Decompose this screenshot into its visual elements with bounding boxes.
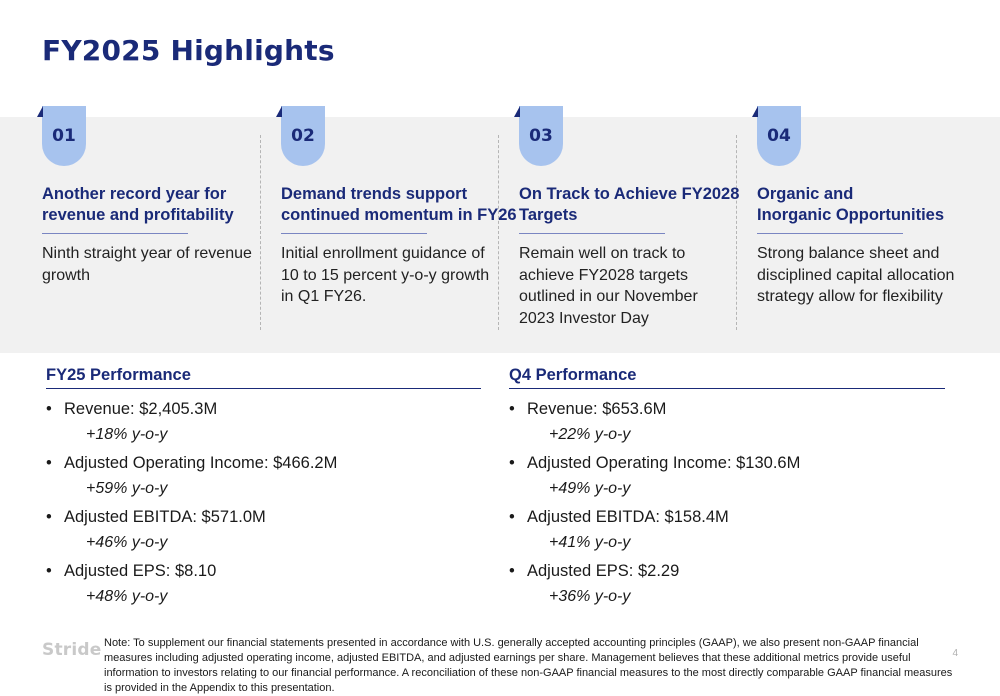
metric-growth: +48% y-o-y: [86, 588, 168, 605]
list-item: Adjusted EPS: $2.29 +36% y-o-y: [509, 561, 945, 607]
metric-value: Adjusted EBITDA: $571.0M: [46, 507, 481, 527]
metric-value: Revenue: $2,405.3M: [46, 399, 481, 419]
footnote: Note: To supplement our financial statem…: [104, 637, 953, 694]
metric-value: Adjusted Operating Income: $130.6M: [509, 453, 945, 473]
fy25-performance: FY25 Performance Revenue: $2,405.3M +18%…: [46, 366, 481, 615]
list-item: Adjusted EPS: $8.10 +48% y-o-y: [46, 561, 481, 607]
metric-value: Adjusted EBITDA: $158.4M: [509, 507, 945, 527]
badge-number: 03: [529, 126, 553, 146]
badge-number: 04: [767, 126, 791, 146]
metric-growth: +36% y-o-y: [549, 588, 631, 605]
highlight-description: Initial enrollment guidance of 10 to 15 …: [281, 245, 490, 305]
highlight-description: Strong balance sheet and disciplined cap…: [757, 245, 955, 305]
metric-growth: +59% y-o-y: [86, 480, 168, 497]
number-badge: 02: [276, 106, 325, 166]
badge-number: 02: [291, 126, 315, 146]
list-item: Adjusted Operating Income: $466.2M +59% …: [46, 453, 481, 499]
metric-value: Adjusted EPS: $2.29: [509, 561, 945, 581]
metric-growth: +46% y-o-y: [86, 534, 168, 551]
highlight-03: 03 On Track to Achieve FY2028 Targets Re…: [514, 106, 740, 329]
highlight-heading: Another record year for revenue and prof…: [42, 185, 234, 224]
list-item: Adjusted Operating Income: $130.6M +49% …: [509, 453, 945, 499]
highlight-description: Remain well on track to achieve FY2028 t…: [519, 245, 698, 327]
highlight-02: 02 Demand trends support continued momen…: [276, 106, 517, 308]
stride-logo: Stride: [42, 640, 102, 660]
metric-growth: +22% y-o-y: [549, 426, 631, 443]
highlight-heading: Organic and Inorganic Opportunities: [757, 185, 945, 224]
heading-rule: [281, 233, 427, 234]
list-item: Adjusted EBITDA: $571.0M +46% y-o-y: [46, 507, 481, 553]
metrics-list: Revenue: $2,405.3M +18% y-o-y Adjusted O…: [46, 399, 481, 607]
heading-rule: [757, 233, 903, 234]
metrics-list: Revenue: $653.6M +22% y-o-y Adjusted Ope…: [509, 399, 945, 607]
metric-growth: +49% y-o-y: [549, 480, 631, 497]
number-badge: 04: [752, 106, 801, 166]
number-badge: 03: [514, 106, 563, 166]
badge-number: 01: [52, 126, 76, 146]
list-item: Revenue: $653.6M +22% y-o-y: [509, 399, 945, 445]
list-item: Adjusted EBITDA: $158.4M +41% y-o-y: [509, 507, 945, 553]
page-number: 4: [952, 648, 958, 659]
metric-growth: +18% y-o-y: [86, 426, 168, 443]
section-title: Q4 Performance: [509, 366, 637, 384]
section-rule: [46, 388, 481, 389]
section-rule: [509, 388, 945, 389]
highlights-band: [0, 117, 1000, 353]
column-divider: [498, 135, 499, 330]
metric-value: Adjusted EPS: $8.10: [46, 561, 481, 581]
highlight-04: 04 Organic and Inorganic Opportunities S…: [752, 106, 967, 308]
highlight-01: 01 Another record year for revenue and p…: [37, 106, 252, 286]
heading-rule: [519, 233, 665, 234]
heading-rule: [42, 233, 188, 234]
q4-performance: Q4 Performance Revenue: $653.6M +22% y-o…: [509, 366, 945, 615]
page-title: FY2025 Highlights: [42, 34, 335, 67]
highlight-description: Ninth straight year of revenue growth: [42, 245, 252, 284]
metric-growth: +41% y-o-y: [549, 534, 631, 551]
number-badge: 01: [37, 106, 86, 166]
highlight-heading: Demand trends support continued momentum…: [281, 185, 517, 224]
column-divider: [260, 135, 261, 330]
column-divider: [736, 135, 737, 330]
list-item: Revenue: $2,405.3M +18% y-o-y: [46, 399, 481, 445]
metric-value: Adjusted Operating Income: $466.2M: [46, 453, 481, 473]
metric-value: Revenue: $653.6M: [509, 399, 945, 419]
section-title: FY25 Performance: [46, 366, 191, 384]
highlight-heading: On Track to Achieve FY2028 Targets: [519, 185, 740, 224]
